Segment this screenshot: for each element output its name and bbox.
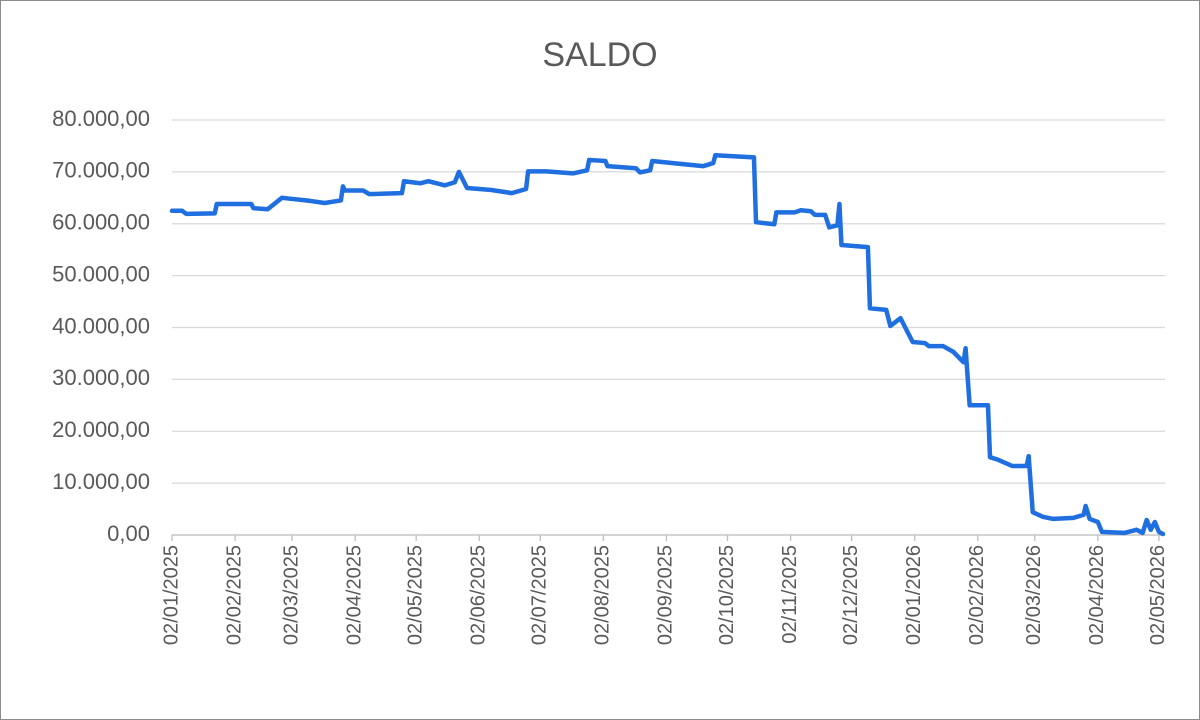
x-tick-label: 02/02/2025 [223,545,245,645]
x-tick-label: 02/03/2025 [280,545,302,645]
x-tick-label: 02/04/2025 [343,545,365,645]
x-tick-label: 02/01/2026 [903,545,925,645]
x-tick-label: 02/07/2025 [529,545,551,645]
x-tick-label: 02/10/2025 [716,545,738,645]
x-tick-label: 02/06/2025 [468,545,490,645]
x-tick-label: 02/11/2025 [779,545,801,644]
x-tick-label: 02/02/2026 [966,545,988,645]
x-tick-label: 02/12/2025 [840,545,862,645]
x-tick-label: 02/01/2025 [160,545,182,645]
chart-title: SALDO [542,36,657,74]
y-tick-label: 70.000,00 [52,158,150,183]
data-line [169,153,1166,537]
x-tick-label: 02/04/2026 [1086,545,1108,645]
y-tick-label: 30.000,00 [52,365,150,390]
y-tick-label: 80.000,00 [52,106,150,131]
y-tick-label: 20.000,00 [52,417,150,442]
x-tick-label: 02/05/2026 [1147,545,1169,645]
x-tick-label: 02/09/2025 [655,545,677,645]
y-tick-label: 50.000,00 [52,261,150,286]
x-tick-label: 02/05/2025 [404,545,426,645]
x-tick-label: 02/08/2025 [592,545,614,645]
y-tick-label: 0,00 [107,521,150,546]
y-tick-label: 40.000,00 [52,313,150,338]
y-tick-label: 10.000,00 [52,469,150,494]
y-tick-label: 60.000,00 [52,210,150,235]
x-tick-label: 02/03/2026 [1023,545,1045,645]
